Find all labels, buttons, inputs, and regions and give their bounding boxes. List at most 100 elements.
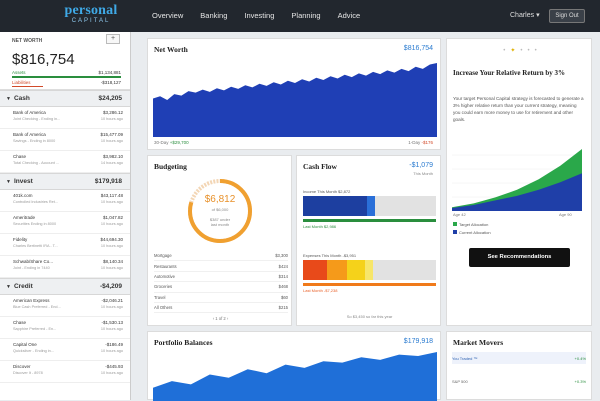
top-navigation-bar: personal CAPITAL Overview Banking Invest… — [0, 0, 600, 32]
list-item[interactable]: Restaurants $424 — [154, 261, 288, 272]
account-item[interactable]: 401k.com Controlled Industries Ret... $43… — [0, 190, 130, 212]
portfolio-balances-card[interactable]: Portfolio Balances $179,918 — [147, 331, 441, 401]
expenses-bar-track — [303, 260, 436, 280]
footer-right-value: -$176 — [421, 140, 433, 145]
account-item[interactable]: Fidelity Charles Bertinetti IRA - T... $4… — [0, 234, 130, 256]
account-sub: Total Checking - Account ... — [13, 161, 60, 165]
portfolio-series-area — [153, 352, 437, 401]
see-recommendations-button[interactable]: See Recommendations — [469, 248, 570, 267]
account-sub: Joint - Ending in 7440 — [13, 266, 50, 270]
list-item[interactable]: Travel $60 — [154, 293, 288, 303]
account-time: 10 hours ago — [100, 139, 123, 143]
income-label: Income This Month $2,872 — [303, 189, 351, 194]
account-sub: Savings - Ending in 8000 — [13, 139, 56, 143]
account-item[interactable]: Chase Sapphire Preferred - En... -$1,530.… — [0, 317, 130, 339]
axis-left-label: Age 42 — [453, 212, 466, 217]
list-item[interactable]: Groceries $468 — [154, 282, 288, 293]
portfolio-chart — [153, 352, 437, 401]
net-worth-summary: NET WORTH $816,754 Assets $1,134,881 Lia… — [0, 32, 130, 90]
account-time: 10 hours ago — [100, 244, 123, 248]
accounts-sidebar: NET WORTH $816,754 Assets $1,134,881 Lia… — [0, 32, 131, 400]
list-item[interactable]: All Others $215 — [154, 303, 288, 314]
account-item[interactable]: Discover Discover It - 8978 -$445.93 10 ho… — [0, 361, 130, 383]
category-label: Mortgage — [154, 253, 172, 259]
account-item[interactable]: Ameritrade Securities Ending in 8000 $1,0… — [0, 212, 130, 234]
legend-target: Target Allocation — [453, 222, 488, 227]
list-item[interactable]: You Traded ™ +0.4% — [452, 352, 586, 364]
list-item[interactable]: Automotive $314 — [154, 272, 288, 283]
section-credit[interactable]: ▼ Credit -$4,209 — [0, 278, 130, 295]
expenses-bar-segment — [327, 260, 347, 280]
category-value: $3,300 — [275, 253, 288, 259]
budget-pager[interactable]: ‹ 1 of 2 › — [212, 316, 229, 321]
user-menu[interactable]: Charles ▾ — [510, 12, 540, 19]
cash-flow-card[interactable]: Cash Flow -$1,079 This Month Income This… — [296, 155, 441, 326]
account-name: Ameritrade — [13, 215, 36, 220]
account-value: -$1,530.13 — [101, 320, 123, 325]
account-time: 10 hours ago — [100, 349, 123, 353]
account-time: 10 hours ago — [100, 200, 123, 204]
relative-return-card: • ✦ • • • Increase Your Relative Return … — [446, 38, 592, 326]
category-value: $60 — [281, 294, 288, 300]
carousel-dots[interactable]: • ✦ • • • — [503, 48, 537, 54]
account-name: Bank of America — [13, 110, 46, 115]
section-invest[interactable]: ▼ Invest $179,918 — [0, 173, 130, 190]
list-item[interactable]: S&P 500 +0.3% — [452, 375, 586, 387]
cash-flow-footer: So $3,450 so far this year — [346, 314, 393, 319]
assets-label: Assets — [12, 70, 26, 75]
account-time: 10 hours ago — [100, 305, 123, 309]
expenses-bar-segment — [365, 260, 373, 280]
legend-swatch — [453, 230, 457, 234]
account-sub: Securities Ending in 8000 — [13, 222, 57, 226]
account-sub: Controlled Industries Ret... — [13, 200, 58, 204]
card-title: Net Worth — [154, 45, 188, 54]
assets-row: Assets $1,134,881 — [12, 70, 121, 75]
sign-out-button[interactable]: Sign Out — [549, 9, 585, 23]
account-item[interactable]: Chase Total Checking - Account ... $3,982… — [0, 151, 130, 173]
account-value: $3,286.12 — [102, 110, 123, 115]
liabilities-label: Liabilities — [12, 79, 31, 85]
nav-overview[interactable]: Overview — [152, 11, 184, 20]
account-item[interactable]: Schwab/Share Co... Joint - Ending in 7440… — [0, 256, 130, 278]
section-total: $24,205 — [98, 95, 123, 102]
account-value: $44,694.30 — [100, 237, 123, 242]
category-value: $424 — [278, 263, 288, 269]
market-movers-card[interactable]: Market Movers — [446, 331, 592, 400]
net-worth-label: NET WORTH — [12, 38, 43, 44]
expenses-bar-segment — [347, 260, 365, 280]
nav-investing[interactable]: Investing — [244, 11, 275, 20]
account-item[interactable]: Bank of America Joint Checking - Ending i… — [0, 107, 130, 129]
budget-ring — [188, 179, 252, 243]
account-sub: Blue Cash Preferred - End... — [13, 305, 61, 309]
add-account-button[interactable]: + — [106, 34, 120, 44]
nav-advice[interactable]: Advice — [337, 11, 361, 20]
budget-category-list: Mortgage $3,300 Restaurants $424 Automotiv… — [154, 251, 288, 314]
account-item[interactable]: American Express Blue Cash Preferred - En… — [0, 295, 130, 317]
mover-name: You Traded ™ — [452, 355, 478, 361]
budgeting-card[interactable]: Budgeting $6,812 of $6,000 $387 under las… — [147, 155, 292, 326]
collapse-icon: ▼ — [6, 179, 11, 185]
card-value-sub: This Month — [413, 171, 433, 176]
legend-target-label: Target Allocation — [459, 222, 489, 227]
category-label: Restaurants — [154, 263, 177, 269]
account-name: Chase — [13, 154, 27, 159]
account-name: Discover — [13, 364, 31, 369]
liabilities-value: -$318,127 — [100, 79, 121, 85]
nav-planning[interactable]: Planning — [291, 11, 321, 20]
section-cash[interactable]: ▼ Cash $24,205 — [0, 90, 130, 107]
account-time: 10 hours ago — [100, 222, 123, 226]
collapse-icon: ▼ — [6, 284, 11, 290]
income-last-label: Last Month $2,986 — [303, 224, 337, 229]
budget-note-line: last month — [210, 222, 230, 227]
net-worth-card[interactable]: Net Worth $816,754 30-Day +$29,700 1-Day… — [147, 38, 441, 150]
budget-amount: $6,812 — [204, 194, 236, 205]
section-label: Invest — [13, 178, 33, 185]
nav-banking[interactable]: Banking — [200, 11, 228, 20]
list-item[interactable]: Mortgage $3,300 — [154, 251, 288, 262]
account-item[interactable]: Bank of America Savings - Ending in 8000 … — [0, 129, 130, 151]
expenses-last-label: Last Month -$7,238 — [303, 288, 338, 293]
assets-bar — [12, 76, 121, 78]
assets-value: $1,134,881 — [98, 70, 121, 75]
personal-capital-logo[interactable]: personal CAPITAL — [58, 4, 124, 25]
account-item[interactable]: Capital One Quicksilver - Ending in... -$… — [0, 339, 130, 361]
